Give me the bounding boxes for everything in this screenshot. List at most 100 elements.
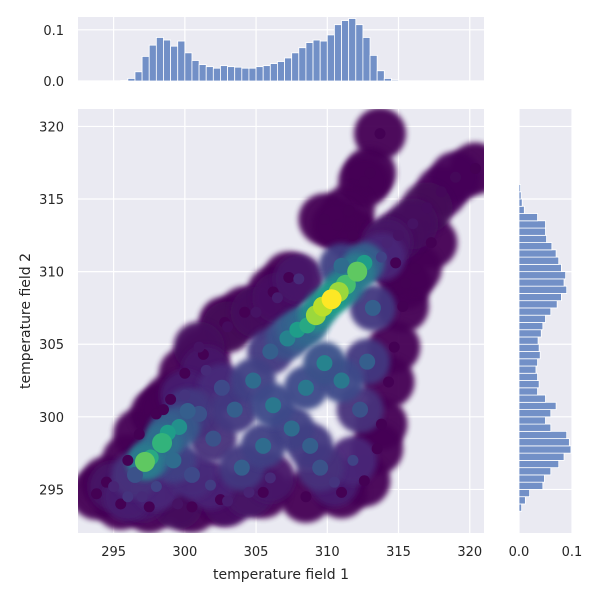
scatter-point	[165, 452, 182, 469]
marginal-y-bar	[518, 249, 557, 258]
scatter-point	[347, 261, 368, 282]
marginal-y-bar	[518, 256, 560, 265]
marginal-y-bar	[518, 205, 525, 214]
marginal-x-bar	[376, 70, 385, 82]
scatter-point	[435, 186, 447, 198]
marginal-x-bar	[191, 60, 200, 82]
x-tick-label: 305	[244, 545, 269, 560]
y-axis-label: temperature field 2	[18, 253, 34, 389]
marginal-x-bar	[326, 34, 335, 82]
marginal-x-bar	[391, 79, 399, 82]
scatter-point	[108, 481, 120, 493]
marginal-x-bar	[198, 64, 207, 82]
marginal-x-tick-labels: 0.0 0.1	[43, 24, 64, 90]
scatter-point	[312, 459, 329, 476]
x-axis-label: temperature field 1	[213, 567, 349, 583]
scatter-point	[400, 277, 412, 289]
y-tick-label: 320	[39, 120, 64, 135]
marginal-y-bar	[518, 358, 538, 367]
scatter-point	[383, 376, 395, 388]
scatter-point	[264, 472, 276, 484]
scatter-point	[250, 306, 262, 318]
marginal-x-bar	[220, 65, 228, 82]
scatter-point	[233, 459, 250, 476]
scatter-point	[316, 355, 333, 372]
marginal-x-histogram: 0.0 0.1	[43, 17, 484, 90]
marginal-y-bar	[518, 452, 565, 461]
marginal-y-bar	[518, 438, 570, 447]
scatter-point	[122, 491, 134, 503]
marginal-x-bar	[170, 45, 179, 82]
scatter-point	[183, 466, 200, 483]
marginal-x-bar	[248, 67, 257, 82]
marginal-y-bar	[518, 300, 558, 309]
scatter-point	[222, 321, 234, 333]
marginal-y-bar	[518, 387, 538, 396]
y-tick-labels: 295 300 305 310 315 320	[39, 120, 64, 498]
marginal-y-bar	[518, 474, 545, 483]
marginal-y-bar	[518, 459, 560, 469]
scatter-point	[300, 491, 312, 503]
scatter-point	[243, 486, 255, 498]
marginal-y-bar	[518, 401, 557, 410]
marginal-y-tick-label: 0.0	[509, 545, 530, 560]
scatter-point	[293, 273, 305, 285]
marginal-y-bar	[518, 285, 568, 294]
marginal-y-bar	[518, 489, 531, 498]
marginal-y-bar	[518, 227, 546, 236]
scatter-point	[297, 379, 314, 396]
marginal-x-bar	[269, 63, 278, 82]
scatter-point	[126, 466, 143, 483]
marginal-y-bar	[518, 343, 540, 352]
x-tick-label: 310	[315, 545, 340, 560]
scatter-point	[333, 372, 350, 389]
marginal-y-bar	[518, 503, 523, 512]
scatter-point	[393, 229, 405, 241]
scatter-point	[179, 389, 191, 401]
marginal-x-bar	[163, 39, 171, 82]
scatter-point	[375, 418, 387, 430]
marginal-x-bar	[184, 52, 193, 82]
scatter-point	[226, 401, 243, 418]
marginal-y-bar	[518, 307, 552, 316]
x-tick-labels: 295 300 305 310 315 320	[101, 545, 482, 560]
marginal-x-tick-label: 0.0	[43, 75, 64, 90]
marginal-y-bar	[518, 430, 568, 440]
marginal-y-bar	[518, 409, 552, 418]
marginal-x-bar	[262, 65, 271, 82]
marginal-x-bar	[127, 78, 136, 82]
scatter-point	[283, 271, 295, 283]
marginal-y-bar	[518, 416, 546, 425]
scatter-point	[318, 213, 330, 225]
scatter-point	[347, 229, 359, 241]
marginal-y-bar	[518, 278, 565, 287]
marginal-x-bar	[134, 71, 143, 82]
scatter-point	[469, 163, 481, 175]
scatter-point	[136, 491, 148, 503]
marginal-y-histogram: 0.0 0.1	[509, 109, 582, 560]
scatter-point	[321, 289, 342, 310]
marginal-y-bar	[518, 242, 553, 251]
marginal-y-bar	[518, 271, 567, 280]
scatter-point	[390, 257, 402, 269]
scatter-point	[371, 443, 383, 455]
marginal-y-bar	[518, 293, 562, 302]
scatter-point	[179, 367, 191, 379]
scatter-point	[358, 475, 370, 487]
y-tick-label: 300	[39, 411, 64, 426]
main-plot: 295 300 305 310 315 320 295 300 305 310 315 320	[39, 109, 484, 560]
marginal-x-bar	[141, 56, 150, 82]
scatter-point	[364, 167, 376, 179]
scatter-point	[172, 498, 184, 510]
scatter-point	[358, 176, 370, 188]
marginal-y-bar	[518, 394, 546, 403]
marginal-y-bar	[518, 336, 539, 345]
scatter-point	[255, 437, 272, 454]
scatter-point	[257, 486, 269, 498]
scatter-point	[150, 481, 162, 493]
scatter-point	[186, 501, 198, 513]
marginal-x-bar	[305, 42, 314, 82]
marginal-y-bar	[518, 314, 546, 323]
scatter-point	[328, 476, 340, 488]
